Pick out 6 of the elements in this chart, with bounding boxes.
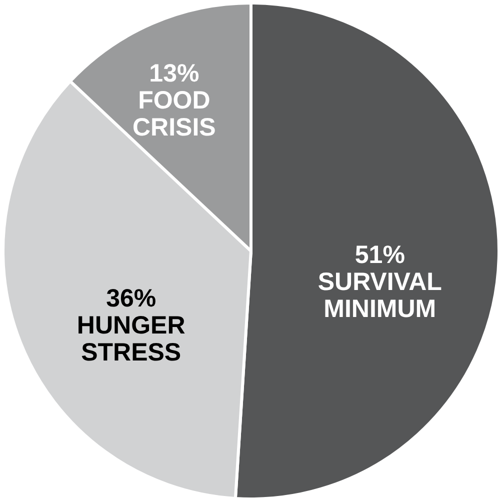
data-label: 51% [354,241,405,270]
data-label: 13% [149,59,200,88]
slice-label: SURVIVAL MINIMUM [318,268,442,324]
slice-label: HUNGER STRESS [76,311,186,366]
data-label: 36% [106,284,156,312]
slice-label: FOOD CRISIS [132,86,216,142]
